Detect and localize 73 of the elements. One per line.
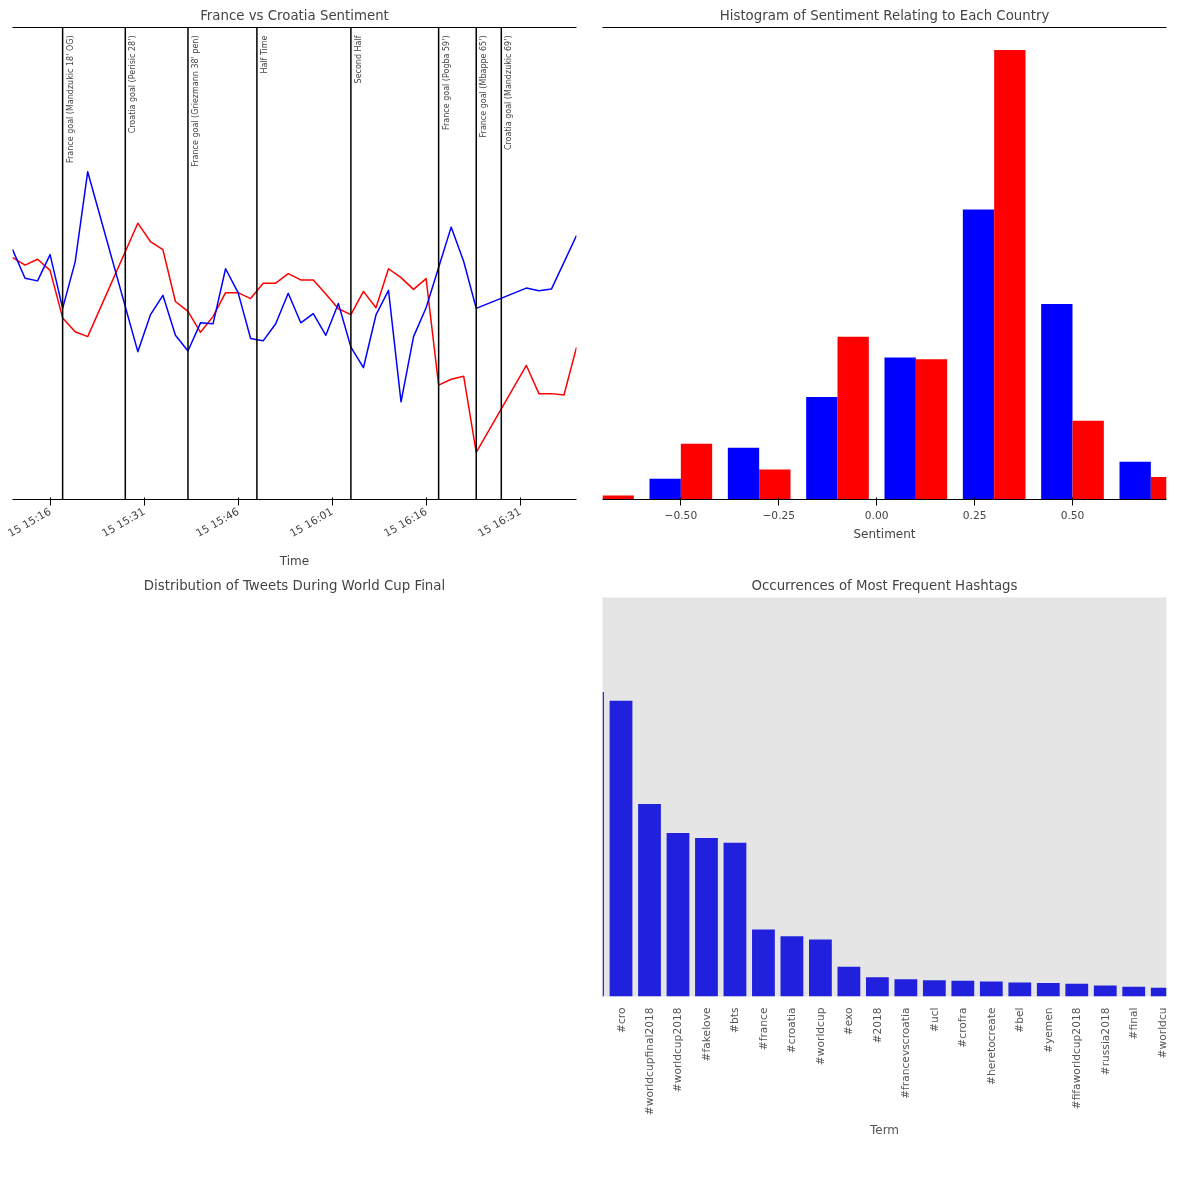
x-tick-label: #francevscroatia [899,1007,913,1099]
bar [1065,983,1089,997]
bar [680,443,713,500]
x-tick-label: #worldcup2018 [671,1007,685,1093]
chart-title: France vs Croatia Sentiment [200,7,389,23]
x-tick-label: −0.50 [664,508,698,522]
bar [695,838,718,997]
ref-line-label: France goal (Griezmann 38' pen) [190,35,200,167]
ref-line-label: France goal (Mandzukic 18' OG) [65,35,75,163]
bar [1093,985,1117,997]
x-axis-title: Sentiment [853,526,916,541]
bar [806,397,838,500]
ref-line-label: Second Half [353,35,363,84]
x-tick-label: #croatia [785,1007,799,1054]
x-tick-label: #final [1127,1007,1141,1040]
bar [1122,986,1146,997]
x-axis-title: Time [278,553,310,568]
bar [951,980,975,997]
x-tick-label: #ucl [927,1007,941,1032]
chart-title: Histogram of Sentiment Relating to Each Country [719,7,1050,23]
x-tick-label: #bts [728,1007,742,1033]
bar [780,936,804,997]
x-tick-label: #fifaworldcup2018 [1070,1007,1084,1110]
bar [884,357,916,500]
x-tick-label: #heretocreate [984,1007,998,1085]
x-tick-label: #worldcup [813,1007,827,1066]
x-tick-label: 0.50 [1060,508,1085,522]
x-tick-label: #fakelove [699,1007,713,1062]
bar [865,977,889,997]
x-tick-label: 0.25 [962,508,987,522]
x-axis-title: Term [868,1123,900,1138]
bar [609,700,633,997]
bar [1008,982,1032,997]
ref-line-label: France goal (Mbappe 65') [479,35,489,138]
bar [666,832,690,997]
x-tick-label: #crofra [956,1007,970,1048]
bar [922,980,946,997]
bar [915,359,948,500]
bar [723,842,747,997]
x-tick-label: #bel [1013,1007,1027,1033]
bar [979,981,1003,997]
x-tick-label: #france [756,1007,770,1051]
bar [1072,420,1104,500]
x-tick-label: #exo [842,1007,856,1036]
x-tick-label: −0.25 [762,508,796,522]
bar [837,336,869,500]
x-tick-label: #worldcu [1155,1007,1169,1059]
text: Distribution of Tweets During World Cup Final [143,577,446,593]
x-tick-label: #2018 [870,1007,884,1044]
x-tick-label: #yemen [1041,1007,1055,1053]
bar [727,447,760,500]
ref-line-label: Croatia goal (Perisic 28') [128,35,138,134]
x-tick-label: #worldcupfinal2018 [643,1007,656,1116]
bar [1119,461,1151,500]
x-tick-label: #russia2018 [1098,1007,1112,1076]
ref-line-label: Croatia goal (Mandzukic 69') [504,35,514,151]
bar [894,979,918,997]
bar [638,804,661,997]
bar [809,939,832,997]
bar [1041,303,1073,500]
chart-title: Occurrences of Most Frequent Hashtags [751,577,1018,593]
bar [962,209,995,500]
ref-line-label: Half Time [259,35,269,74]
x-tick-label: 0.00 [864,508,889,522]
ref-line-label: France goal (Pogba 59') [441,35,451,130]
bar [602,495,634,500]
bar [837,966,861,997]
bar [752,929,775,997]
x-tick-label: #cro [614,1007,628,1033]
bar [759,469,791,500]
bar [649,478,681,500]
bar [994,49,1026,500]
bar [1036,983,1060,997]
